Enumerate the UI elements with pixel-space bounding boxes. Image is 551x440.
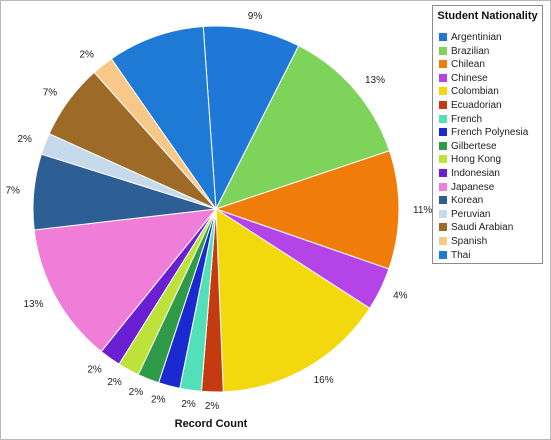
legend-label: Hong Kong (451, 154, 502, 166)
pie-slice-colombian (215, 208, 371, 393)
percent-label: 9% (248, 11, 263, 22)
legend-title: Student Nationality (437, 10, 538, 22)
legend-item: Hong Kong (439, 153, 541, 166)
legend-swatch (439, 196, 447, 205)
pie-slices (32, 25, 400, 393)
pie-slice-argentinian (202, 25, 300, 211)
legend-swatch (439, 101, 447, 109)
pie-slice-thai (110, 25, 217, 211)
legend-item: Thai (439, 249, 541, 262)
legend: Student Nationality Argentinian Brazilian… (432, 5, 543, 264)
legend-swatch (439, 237, 447, 245)
percent-label: 4% (393, 290, 408, 301)
pie-percent-labels: 9% 13% 11% 4% 16% 2% 2% 2% 2% 2% 2% 13% 7% 2% 7% 2% (5, 11, 432, 412)
legend-item: Indonesian (439, 167, 541, 180)
legend-label: French Polynesia (451, 127, 529, 139)
legend-item: Korean (439, 194, 541, 207)
percent-label: 2% (87, 365, 102, 376)
legend-item: Chilean (439, 58, 541, 71)
percent-label: 13% (365, 75, 385, 86)
legend-swatch (439, 128, 447, 137)
legend-label: Thai (451, 249, 471, 261)
legend-label: Brazilian (451, 45, 490, 57)
legend-label: Ecuadorian (451, 100, 502, 111)
legend-item: Chinese (439, 72, 541, 85)
legend-swatch (439, 223, 447, 232)
percent-label: 7% (43, 87, 58, 98)
legend-swatch (439, 209, 447, 218)
pie-slice-chilean (214, 150, 400, 270)
legend-label: French (451, 113, 483, 125)
percent-label: 13% (23, 299, 43, 310)
legend-swatch (439, 46, 447, 55)
legend-item: Saudi Arabian (439, 221, 541, 234)
percent-label: 11% (413, 205, 432, 216)
percent-label: 2% (205, 401, 220, 412)
legend-swatch (439, 182, 447, 191)
legend-swatch (439, 114, 447, 123)
legend-swatch (439, 73, 447, 82)
axis-title: Record Count (175, 418, 248, 430)
legend-item: Spanish (439, 235, 541, 248)
legend-label: Spanish (451, 236, 488, 247)
percent-label: 7% (5, 185, 20, 196)
pie-slice-brazilian (215, 45, 391, 210)
legend-label: Chinese (451, 72, 488, 84)
legend-item: Argentinian (439, 31, 541, 44)
percent-label: 2% (79, 49, 94, 60)
percent-label: 2% (151, 394, 166, 405)
legend-swatch (439, 60, 447, 69)
legend-label: Argentinian (451, 32, 502, 43)
legend-swatch (439, 169, 447, 177)
legend-item: Peruvian (439, 208, 541, 221)
legend-label: Korean (451, 195, 484, 207)
percent-label: 2% (181, 399, 196, 410)
legend-item: Ecuadorian (439, 99, 541, 112)
legend-label: Gilbertese (451, 140, 497, 152)
legend-label: Japanese (451, 181, 495, 193)
legend-swatch (439, 250, 447, 259)
legend-label: Chilean (451, 59, 485, 71)
percent-label: 2% (129, 387, 144, 398)
legend-item: French (439, 113, 541, 126)
legend-label: Peruvian (451, 208, 491, 220)
legend-item: Japanese (439, 181, 541, 194)
legend-label: Colombian (451, 86, 499, 98)
legend-swatch (439, 141, 447, 150)
legend-label: Indonesian (451, 168, 500, 179)
legend-swatch (439, 155, 447, 164)
legend-swatch (439, 87, 447, 96)
percent-label: 2% (107, 377, 122, 388)
legend-swatch (439, 33, 447, 41)
legend-item: French Polynesia (439, 126, 541, 139)
legend-item: Colombian (439, 85, 541, 98)
percent-label: 16% (314, 375, 334, 386)
pie-slice-japanese (33, 208, 218, 353)
legend-item: Brazilian (439, 45, 541, 58)
legend-item: Gilbertese (439, 140, 541, 153)
percent-label: 2% (17, 134, 32, 145)
legend-label: Saudi Arabian (451, 222, 514, 234)
